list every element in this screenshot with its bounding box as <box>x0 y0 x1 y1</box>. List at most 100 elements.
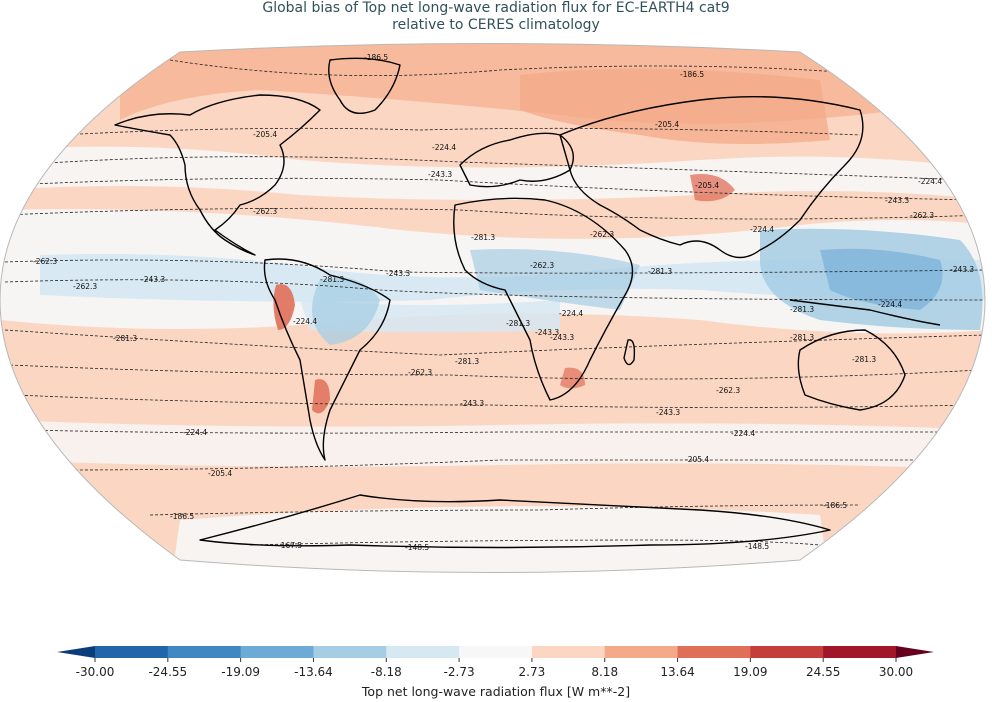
contour-label: -186.5 <box>680 70 704 79</box>
contour-line <box>59 459 935 471</box>
contour-label: -186.5 <box>823 501 847 510</box>
coastlines <box>114 57 941 549</box>
colorbar-bin <box>95 646 169 658</box>
title-line-1: Global bias of Top net long-wave radiati… <box>262 0 730 16</box>
colorbar-tick-label: 19.09 <box>733 665 767 679</box>
colorbar-tick-label: -2.73 <box>444 665 475 679</box>
contour-label: -205.4 <box>685 455 709 464</box>
contour-label: -186.5 <box>364 53 388 62</box>
contour-label: -243.3 <box>885 196 909 205</box>
map-field: -186.5 -186.5 -205.4 -205.4 -205.4 -224.… <box>0 43 985 573</box>
contour-label: -262.3 <box>910 211 934 220</box>
colorbar-tick-label: 13.64 <box>660 665 694 679</box>
contour-label: -224.4 <box>293 317 317 326</box>
colorbar-bin <box>823 646 897 658</box>
contour-label: -262.3 <box>530 261 554 270</box>
contour-label: -262.3 <box>33 257 57 266</box>
coast-australia <box>797 329 906 411</box>
colorbar-bin <box>240 646 314 658</box>
coast-antarctica <box>199 494 831 549</box>
coast-indonesia <box>789 299 941 326</box>
colorbar-tick-label: 2.73 <box>519 665 546 679</box>
contour-line <box>24 429 965 434</box>
colorbar-bin <box>677 646 751 658</box>
colorbar-tick-label: 24.55 <box>806 665 840 679</box>
contour-label: -281.3 <box>320 275 344 284</box>
colorbar-bin <box>531 646 606 658</box>
contour-label: -243.3 <box>386 269 410 278</box>
contour-line <box>4 259 985 274</box>
colorbar: -30.00 -24.55 -19.09 -13.64 -8.18 -2.73 2.73 8.… <box>57 646 934 679</box>
field-patagonia-warm <box>312 379 330 414</box>
contour-line <box>4 329 985 356</box>
contour-label: -205.4 <box>253 130 277 139</box>
contour-label: -281.3 <box>648 267 672 276</box>
colorbar-bin <box>459 646 533 658</box>
contour-label: -148.5 <box>745 542 769 551</box>
colorbar-tick-label: 8.18 <box>591 665 618 679</box>
contour-label: -205.4 <box>695 181 719 190</box>
field-southern-neutral <box>0 420 985 470</box>
contour-label: -262.3 <box>716 386 740 395</box>
contour-label: -281.3 <box>471 233 495 242</box>
colorbar-arrow-min <box>57 646 95 658</box>
contour-label: -243.3 <box>950 265 974 274</box>
field-maritime-strong <box>820 248 943 310</box>
contour-label: -224.4 <box>731 429 755 438</box>
colorbar-bin <box>386 646 460 658</box>
title-line-2: relative to CERES climatology <box>392 17 600 33</box>
field-africa-cool <box>470 249 640 310</box>
coast-north-america <box>114 94 321 256</box>
contour-line <box>4 207 985 220</box>
contour-label: -224.4 <box>878 300 902 309</box>
contour-label: -262.3 <box>73 282 97 291</box>
colorbar-bin <box>750 646 824 658</box>
contour-label: -243.3 <box>141 275 165 284</box>
contour-label: -281.3 <box>113 334 137 343</box>
colorbar-tick-label: -24.55 <box>148 665 187 679</box>
coast-madagascar <box>623 339 636 366</box>
contour-label: -281.3 <box>790 333 814 342</box>
field-neutral-north <box>0 146 985 200</box>
contour-label: -224.4 <box>559 309 583 318</box>
colorbar-bin <box>604 646 679 658</box>
contour-label: -281.3 <box>506 319 530 328</box>
colorbar-tick-label: 30.00 <box>879 665 913 679</box>
contour-label: -243.3 <box>535 328 559 337</box>
field-tibet-warm <box>690 174 735 202</box>
colorbar-tick-label: -8.18 <box>371 665 402 679</box>
contour-label: -205.4 <box>655 120 679 129</box>
contour-label: -167.5 <box>278 541 302 550</box>
contour-label: -148.5 <box>405 543 429 552</box>
colorbar-label: Top net long-wave radiation flux [W m**-… <box>361 684 631 699</box>
colorbar-tick-label: -13.64 <box>294 665 333 679</box>
contour-line <box>9 364 981 380</box>
contour-lines <box>4 59 985 546</box>
contour-label: -281.3 <box>790 305 814 314</box>
contour-line <box>9 177 981 201</box>
colorbar-arrow-max <box>896 646 934 658</box>
contour-line <box>59 127 861 136</box>
contour-label: -243.3 <box>428 170 452 179</box>
coast-europe <box>459 132 574 188</box>
contour-label: -243.3 <box>550 333 574 342</box>
contour-line <box>169 59 881 77</box>
colorbar-bin <box>313 646 387 658</box>
contour-label: -224.4 <box>432 143 456 152</box>
coast-africa <box>453 197 634 401</box>
contour-label: -224.4 <box>183 428 207 437</box>
contour-label: -262.3 <box>253 207 277 216</box>
contour-label: -205.4 <box>208 469 232 478</box>
contour-label: -243.3 <box>656 408 680 417</box>
contour-label-group: -186.5 -186.5 -205.4 -205.4 -205.4 -224.… <box>33 53 974 552</box>
contour-line <box>249 539 821 546</box>
contour-label: -186.5 <box>170 512 194 521</box>
contour-label: -262.3 <box>408 368 432 377</box>
contour-label: -281.3 <box>455 357 479 366</box>
colorbar-bin <box>167 646 242 658</box>
coast-south-america <box>263 258 391 461</box>
contour-label: -281.3 <box>852 355 876 364</box>
field-amazon-cool <box>312 277 380 345</box>
field-andes-warm <box>273 284 295 330</box>
